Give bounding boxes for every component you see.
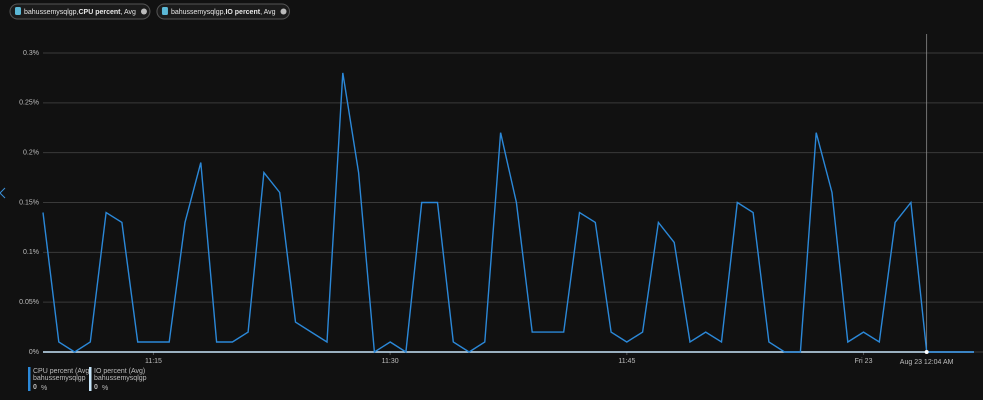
legend-name: CPU percent (Avg) xyxy=(33,368,92,375)
pill-remove[interactable] xyxy=(140,8,147,15)
y-tick-label: 0.05% xyxy=(19,299,39,306)
legend-swatch xyxy=(28,367,31,391)
metric-pill[interactable]: bahussemysqlgp,CPU percent, Avg xyxy=(9,3,151,20)
legend-value: 0 xyxy=(33,384,37,391)
pill-agg: , Avg xyxy=(260,9,276,16)
pill-remove[interactable] xyxy=(280,8,287,15)
y-tick-label: 0% xyxy=(29,349,39,356)
legend-unit: % xyxy=(102,385,108,392)
legend-resource: bahussemysqlgp xyxy=(94,375,147,382)
series-line xyxy=(42,72,974,354)
pill-icon xyxy=(15,7,21,15)
pill-text: bahussemysqlgp,CPU percent, Avg xyxy=(24,9,136,16)
legend-value: 0 xyxy=(94,384,98,391)
y-tick-label: 0.15% xyxy=(19,199,39,206)
cursor-label: Aug 23 12:04 AM xyxy=(900,359,954,366)
legend-swatch xyxy=(89,367,92,391)
pill-icon xyxy=(161,7,168,15)
pill-background xyxy=(156,3,291,20)
metric-pill[interactable]: bahussemysqlgp,IO percent, Avg xyxy=(156,3,291,20)
collapse-chevron[interactable] xyxy=(0,187,6,199)
legend-resource: bahussemysqlgp xyxy=(33,375,86,382)
x-tick-label: 11:30 xyxy=(382,358,399,365)
y-tick-label: 0.3% xyxy=(23,50,39,57)
y-tick-label: 0.2% xyxy=(23,150,39,157)
pill-resource: bahussemysqlgp, xyxy=(171,9,226,16)
pill-metric: IO percent xyxy=(225,9,260,16)
x-tick-label: 11:15 xyxy=(145,358,162,365)
cursor-point xyxy=(924,350,929,354)
pill-agg: , Avg xyxy=(121,9,137,16)
y-tick-label: 0.1% xyxy=(23,249,39,256)
legend-item[interactable]: CPU percent (Avg)bahussemysqlgp 0% xyxy=(28,367,92,392)
pill-resource: bahussemysqlgp, xyxy=(24,9,79,16)
legend-name: IO percent (Avg) xyxy=(94,368,145,375)
legend-unit: % xyxy=(41,385,47,392)
legend-item[interactable]: IO percent (Avg)bahussemysqlgp 0% xyxy=(89,367,147,392)
x-tick-label: 11:45 xyxy=(618,358,635,365)
pill-text: bahussemysqlgp,IO percent, Avg xyxy=(171,9,276,16)
pill-metric: CPU percent xyxy=(78,9,121,16)
pill-background xyxy=(9,3,151,20)
y-tick-label: 0.25% xyxy=(19,100,39,107)
x-tick-label: Fri 23 xyxy=(855,358,873,365)
